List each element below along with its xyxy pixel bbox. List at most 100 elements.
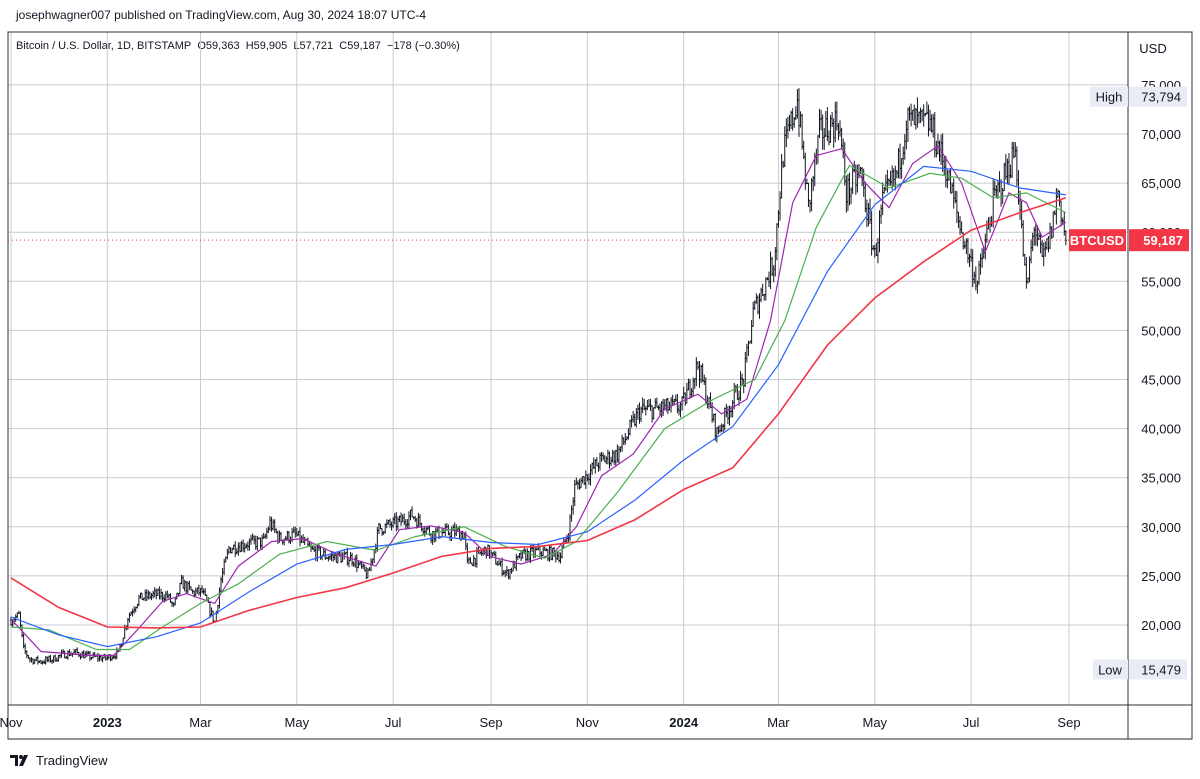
candle [161, 591, 164, 602]
candle [695, 357, 698, 387]
candle [399, 512, 403, 526]
candle [819, 109, 823, 131]
candle [1004, 154, 1008, 180]
candle [391, 517, 395, 528]
candle [1007, 153, 1011, 186]
tradingview-logo-icon [10, 755, 28, 766]
candle [570, 505, 573, 522]
candle [159, 588, 163, 600]
high-tag-value: 73,794 [1141, 90, 1181, 105]
candle [594, 459, 597, 474]
candle [349, 551, 352, 562]
candle [922, 104, 925, 127]
candle [871, 245, 875, 251]
candle [292, 526, 295, 533]
candle [963, 241, 966, 249]
candle [197, 584, 201, 596]
candle [873, 244, 876, 258]
candle [841, 138, 845, 159]
candle [671, 394, 674, 407]
candle [1053, 210, 1056, 216]
time-tick-label: May [862, 715, 887, 730]
candle [644, 405, 647, 416]
candle [298, 527, 302, 547]
candle [559, 552, 562, 564]
last-price-tag-bg [1129, 229, 1189, 252]
candle [900, 158, 903, 179]
candle [259, 537, 262, 549]
candle [1064, 230, 1068, 246]
candle [1028, 256, 1031, 283]
price-tick-label: 65,000 [1141, 176, 1181, 191]
candle [388, 518, 392, 528]
candle [763, 293, 766, 301]
candle [804, 152, 807, 190]
time-tick-label: 2024 [669, 715, 699, 730]
candle [467, 557, 471, 565]
candle [238, 542, 242, 553]
candle [181, 575, 185, 589]
high-tag-bg [1090, 86, 1128, 107]
candle [783, 126, 786, 168]
high-tag-label: High [1096, 90, 1123, 105]
candle [984, 233, 987, 260]
candle [526, 548, 529, 561]
price-tags: High 73,794 Low 15,479 BTCUSD 59,187 [8, 86, 1189, 680]
candle [590, 462, 594, 475]
candle [892, 168, 895, 188]
candle [270, 516, 273, 532]
chart-frame: josephwagner007 published on TradingView… [8, 0, 1192, 779]
candle [25, 650, 28, 658]
legend-close: C59,187 [339, 40, 381, 52]
candle [366, 568, 370, 579]
candle [666, 397, 670, 415]
candle [955, 191, 959, 223]
candle [799, 111, 802, 128]
candle [950, 182, 954, 194]
candle [920, 109, 924, 122]
low-tag-label: Low [1098, 662, 1122, 677]
candle [575, 477, 578, 486]
legend-open: O59,363 [197, 40, 240, 52]
candle [772, 265, 775, 283]
candle [402, 513, 406, 526]
candle [347, 558, 351, 568]
candle [800, 113, 804, 150]
candle [826, 107, 829, 142]
candle [995, 185, 998, 199]
moving-average-line [10, 164, 1067, 651]
candle [1044, 241, 1047, 257]
candle [101, 656, 104, 663]
candle [650, 405, 654, 423]
candle [829, 115, 832, 143]
candle [758, 293, 761, 319]
candle [262, 532, 265, 539]
price-tick-label: 70,000 [1141, 127, 1181, 142]
candle [609, 456, 613, 467]
candle [589, 464, 592, 486]
candle [507, 569, 510, 580]
candle [219, 576, 223, 593]
candle [620, 434, 624, 452]
candle [1023, 253, 1026, 266]
time-tick-label: Nov [576, 715, 600, 730]
candle [736, 384, 739, 400]
candle [865, 199, 869, 228]
candles [9, 88, 1068, 665]
candle [988, 216, 992, 233]
low-tag-bg [1093, 659, 1128, 680]
candle [409, 509, 412, 521]
candle [355, 554, 359, 573]
candle [267, 526, 270, 533]
candle [96, 652, 100, 662]
candle [1052, 211, 1055, 238]
candle [756, 295, 760, 315]
candle [352, 561, 355, 567]
candle [687, 378, 690, 391]
candle [901, 146, 905, 165]
candle [527, 551, 531, 562]
candle [273, 519, 276, 533]
symbol-legend: Bitcoin / U.S. Dollar, 1D, BITSTAMP O59,… [16, 40, 460, 52]
candle [410, 506, 414, 518]
